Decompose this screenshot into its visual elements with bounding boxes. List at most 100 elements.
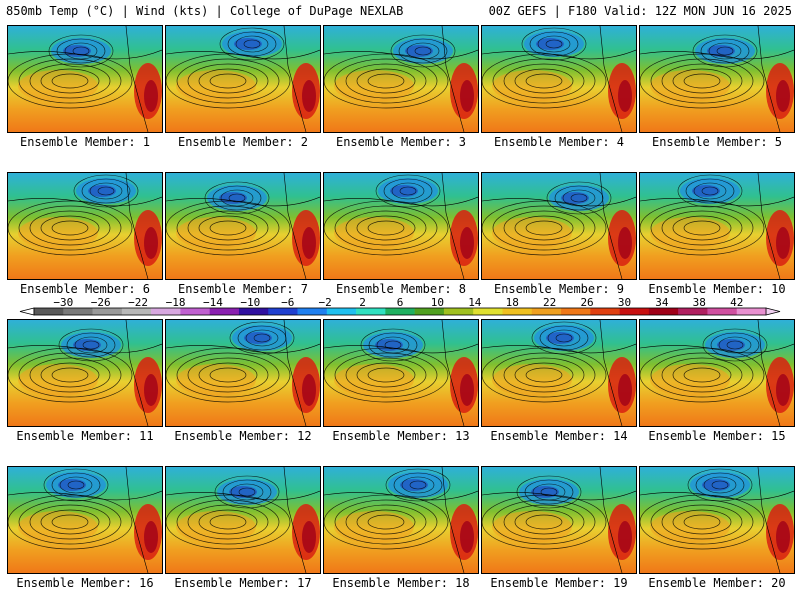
colorbar-swatch	[268, 308, 298, 315]
temperature-map	[482, 173, 636, 279]
ensemble-panel	[7, 319, 163, 427]
ensemble-member-label: Ensemble Member: 4	[493, 135, 625, 149]
temperature-map	[166, 320, 320, 426]
temperature-map	[482, 320, 636, 426]
colorbar-swatch	[619, 308, 650, 315]
colorbar-tick-label: 26	[580, 296, 593, 309]
colorbar-swatch	[648, 308, 679, 315]
ensemble-member-label: Ensemble Member: 18	[332, 576, 470, 590]
colorbar-tick-label: −30	[53, 296, 73, 309]
ensemble-member-label: Ensemble Member: 11	[16, 429, 154, 443]
colorbar-swatch	[34, 308, 64, 315]
map-title: 850mb Temp (°C) | Wind (kts) | College o…	[6, 4, 404, 18]
temperature-map	[8, 467, 162, 573]
ensemble-panel	[323, 466, 479, 574]
ensemble-panel	[639, 466, 795, 574]
ensemble-member-label: Ensemble Member: 2	[177, 135, 309, 149]
temperature-map	[166, 26, 320, 132]
ensemble-panel	[323, 25, 479, 133]
ensemble-member-label: Ensemble Member: 3	[335, 135, 467, 149]
ensemble-member-label: Ensemble Member: 10	[648, 282, 786, 296]
colorbar-tick-label: −14	[203, 296, 223, 309]
temperature-map	[324, 173, 478, 279]
colorbar-swatch	[531, 308, 562, 315]
ensemble-member-label: Ensemble Member: 12	[174, 429, 312, 443]
ensemble-panel	[7, 25, 163, 133]
temperature-map	[482, 467, 636, 573]
colorbar-tick-label: 30	[618, 296, 631, 309]
ensemble-panel	[639, 319, 795, 427]
ensemble-panel	[481, 25, 637, 133]
ensemble-member-label: Ensemble Member: 20	[648, 576, 786, 590]
colorbar-tick-label: 38	[693, 296, 706, 309]
ensemble-panel	[7, 172, 163, 280]
colorbar-tick-label: −2	[319, 296, 332, 309]
colorbar-swatch	[590, 308, 620, 315]
ensemble-panel	[481, 319, 637, 427]
ensemble-member-label: Ensemble Member: 19	[490, 576, 628, 590]
ensemble-panel	[323, 172, 479, 280]
ensemble-member-label: Ensemble Member: 16	[16, 576, 154, 590]
ensemble-panel	[165, 25, 321, 133]
colorbar-swatch	[385, 308, 415, 315]
colorbar-swatch	[414, 308, 445, 315]
colorbar-tick-label: 10	[431, 296, 444, 309]
ensemble-panel	[481, 466, 637, 574]
colorbar-tick-label: 6	[397, 296, 404, 309]
colorbar-swatch	[561, 308, 591, 315]
temperature-map	[8, 173, 162, 279]
colorbar-tick-label: 2	[359, 296, 366, 309]
colorbar-swatch	[63, 308, 93, 315]
colorbar-swatch	[736, 308, 767, 315]
ensemble-member-label: Ensemble Member: 5	[651, 135, 783, 149]
colorbar-tick-label: 42	[730, 296, 743, 309]
colorbar-swatch	[707, 308, 738, 315]
ensemble-panel	[639, 25, 795, 133]
colorbar-swatch	[151, 308, 181, 315]
ensemble-panel	[481, 172, 637, 280]
colorbar-swatch	[678, 308, 708, 315]
colorbar-swatch	[180, 308, 210, 315]
colorbar-tick-label: −22	[128, 296, 148, 309]
model-run-info: 00Z GEFS | F180 Valid: 12Z MON JUN 16 20…	[488, 4, 792, 18]
temperature-map	[166, 467, 320, 573]
colorbar-max-arrow	[765, 307, 781, 316]
colorbar-tick-label: 14	[468, 296, 482, 309]
ensemble-member-label: Ensemble Member: 6	[19, 282, 151, 296]
temperature-map	[640, 26, 794, 132]
ensemble-panel	[7, 466, 163, 574]
temperature-map	[8, 26, 162, 132]
colorbar-swatch	[473, 308, 503, 315]
temperature-colorbar: −30 −26 −22 −18 −14 −10 −6 −2 2 6 10 14 18 22 26 30 34 38…	[19, 296, 781, 316]
ensemble-member-label: Ensemble Member: 14	[490, 429, 628, 443]
colorbar-swatch	[356, 308, 386, 315]
ensemble-panel	[639, 172, 795, 280]
colorbar-swatch	[502, 308, 533, 315]
ensemble-member-label: Ensemble Member: 13	[332, 429, 470, 443]
colorbar-swatch	[209, 308, 240, 315]
colorbar-tick-label: 34	[655, 296, 669, 309]
colorbar-swatch	[326, 308, 357, 315]
temperature-map	[640, 467, 794, 573]
colorbar-swatch	[92, 308, 123, 315]
ensemble-member-label: Ensemble Member: 15	[648, 429, 786, 443]
colorbar-tick-label: −26	[91, 296, 111, 309]
colorbar-min-arrow	[19, 307, 35, 316]
temperature-map	[324, 467, 478, 573]
temperature-map	[166, 173, 320, 279]
colorbar-swatch	[443, 308, 474, 315]
colorbar-swatch	[121, 308, 152, 315]
temperature-map	[324, 26, 478, 132]
temperature-map	[482, 26, 636, 132]
ensemble-member-label: Ensemble Member: 7	[177, 282, 309, 296]
colorbar-tick-label: −10	[240, 296, 260, 309]
colorbar-tick-label: 22	[543, 296, 556, 309]
temperature-map	[640, 320, 794, 426]
colorbar-tick-label: −6	[281, 296, 294, 309]
temperature-map	[640, 173, 794, 279]
ensemble-member-label: Ensemble Member: 1	[19, 135, 151, 149]
colorbar-tick-label: 18	[506, 296, 519, 309]
ensemble-member-label: Ensemble Member: 17	[174, 576, 312, 590]
colorbar-swatch	[238, 308, 269, 315]
ensemble-member-label: Ensemble Member: 9	[493, 282, 625, 296]
